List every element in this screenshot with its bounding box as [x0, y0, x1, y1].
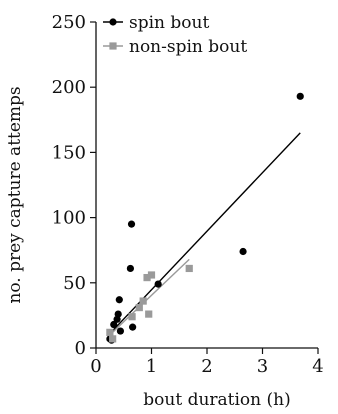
x-tick-label: 3 [257, 356, 268, 377]
spin-bout-legend-marker [109, 18, 117, 26]
chart-marks [106, 92, 304, 344]
spin-bout-point [116, 327, 125, 335]
non-spin-bout-point [147, 271, 156, 279]
non-spin-bout-point [109, 335, 117, 343]
spin-bout-legend-label: spin bout [129, 13, 209, 33]
non-spin-bout-legend-marker [109, 42, 117, 50]
spin-bout-point [129, 323, 137, 331]
y-tick-label: 250 [52, 12, 86, 33]
x-tick-label: 4 [312, 356, 323, 377]
non-spin-bout-point [128, 313, 136, 321]
legend: spin bout non-spin bout [103, 13, 247, 57]
spin-bout-point [296, 92, 304, 100]
x-tick-label: 1 [146, 356, 157, 377]
y-tick-label: 100 [52, 208, 86, 229]
non-spin-bout-legend-label: non-spin bout [129, 37, 247, 57]
y-tick-label: 200 [52, 77, 86, 98]
spin-bout-point [110, 320, 118, 329]
non-spin-bout-point [185, 264, 193, 273]
spin-bout-point [239, 247, 247, 256]
y-tick-label: 150 [52, 142, 86, 163]
x-axis-title: bout duration (h) [143, 390, 290, 410]
spin-bout-point [115, 296, 123, 304]
y-tick-label: 0 [75, 338, 86, 359]
x-tick-label: 2 [201, 356, 212, 377]
non-spin-bout-trendline [109, 258, 190, 336]
x-tick-label: 0 [90, 356, 101, 377]
spin-bout-point [126, 264, 135, 273]
non-spin-bout-point [139, 297, 147, 305]
spin-bout-point [127, 220, 136, 228]
non-spin-bout-point [143, 273, 151, 282]
non-spin-bout-point [145, 310, 153, 318]
axes: 0 1 2 3 4 0 50 100 150 200 250 [52, 12, 324, 377]
spin-bout-trendline [109, 132, 301, 335]
non-spin-bout-point [135, 303, 143, 312]
spin-bout-point [114, 310, 122, 318]
y-tick-label: 50 [63, 273, 86, 294]
spin-bout-point [154, 280, 162, 288]
y-axis-title: no. prey capture attemps [5, 86, 25, 303]
non-spin-bout-point [106, 328, 114, 336]
